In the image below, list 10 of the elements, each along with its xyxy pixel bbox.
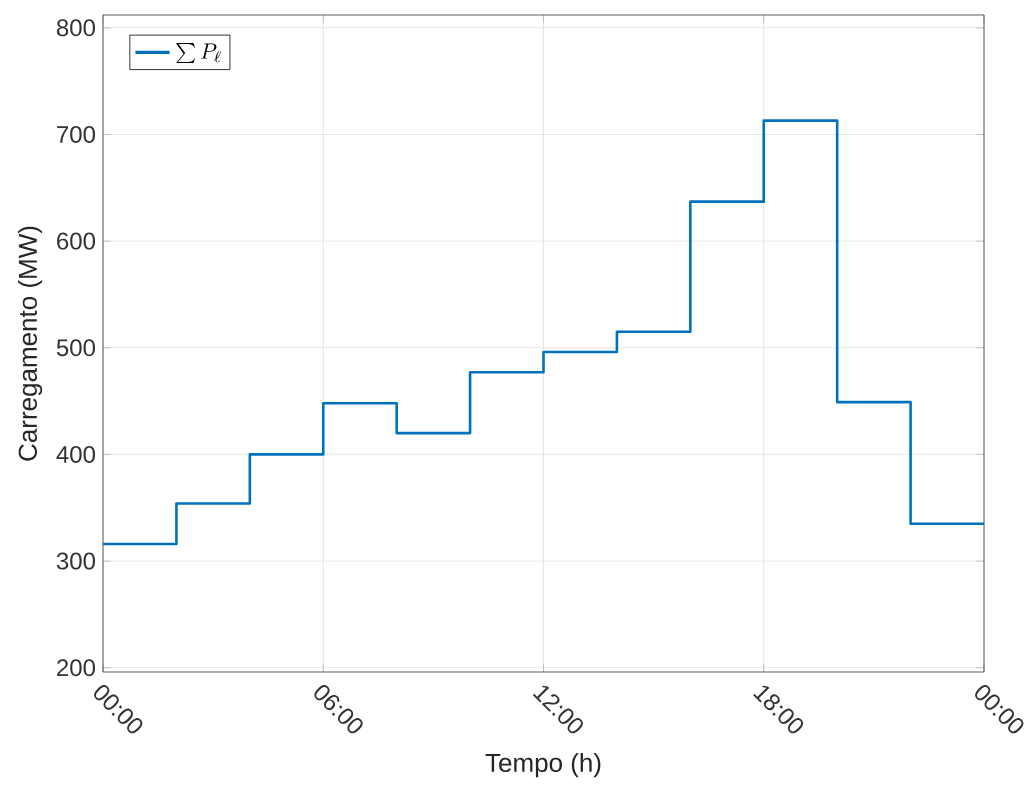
y-tick-label: 400 [56, 445, 95, 463]
y-tick-label: 600 [57, 232, 95, 250]
y-axis-title: Carregamento (MW) [17, 226, 43, 461]
legend-label: $\sum P_\ell$ [176, 43, 221, 64]
y-tick-label: 200 [57, 659, 95, 677]
x-axis-title: Tempo (h) [485, 752, 601, 778]
y-tick-label: 800 [56, 19, 95, 37]
y-tick-label: 500 [56, 339, 95, 357]
y-tick-label: 700 [57, 125, 95, 143]
y-tick-label: 300 [56, 552, 95, 570]
